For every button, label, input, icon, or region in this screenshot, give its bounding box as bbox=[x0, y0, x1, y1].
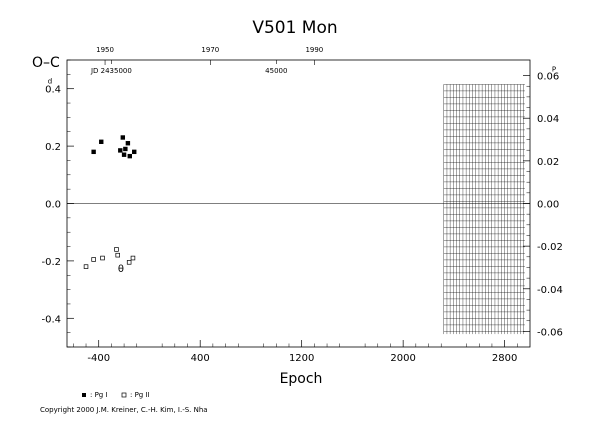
top-year-label: 1990 bbox=[305, 46, 323, 54]
y-left-tick-label: -0.4 bbox=[41, 314, 61, 325]
point-pg2 bbox=[100, 255, 105, 261]
y-right-tick-label: -0.02 bbox=[537, 242, 563, 253]
point-pg2 bbox=[126, 260, 132, 265]
y-left-tick-label: -0.2 bbox=[41, 257, 61, 268]
point-pg1 bbox=[121, 152, 127, 157]
x-axis-label: Epoch bbox=[280, 371, 323, 387]
point-pg1 bbox=[120, 135, 126, 140]
y-unit-superscript: d bbox=[48, 78, 52, 86]
chart-title: V501 Mon bbox=[252, 18, 337, 38]
y-right-unit-superscript: P bbox=[552, 66, 556, 74]
copyright-notice: Copyright 2000 J.M. Kreiner, C.-H. Kim, … bbox=[40, 406, 208, 414]
point-pg2 bbox=[115, 252, 120, 258]
y-right-tick-label: -0.04 bbox=[537, 285, 563, 296]
top-jd-label: JD 2435000 bbox=[90, 67, 132, 75]
point-pg1 bbox=[125, 141, 131, 146]
point-pg2 bbox=[91, 257, 96, 262]
legend-label: : Pg II bbox=[130, 391, 150, 399]
x-tick-label: 400 bbox=[191, 353, 210, 364]
plot-frame bbox=[66, 59, 531, 348]
y-right-tick-label: 0.04 bbox=[537, 114, 559, 125]
x-tick-label: 1200 bbox=[289, 353, 314, 364]
x-tick-label: 2000 bbox=[390, 353, 415, 364]
point-pg1 bbox=[99, 139, 104, 144]
top-jd-label: 45000 bbox=[265, 67, 287, 75]
point-pg1 bbox=[123, 146, 128, 152]
y-left-tick-label: 0.4 bbox=[45, 85, 61, 96]
y-left-tick-label: 0.2 bbox=[45, 142, 61, 153]
point-pg1 bbox=[132, 149, 137, 155]
point-pg1 bbox=[127, 153, 132, 159]
point-pg1 bbox=[91, 149, 96, 155]
shaded-region bbox=[443, 84, 525, 335]
y-left-tick-label: 0.0 bbox=[45, 200, 61, 211]
axis-ticks: -400 400 1200 2000 2800 1950 1970 1990 JD 243500… bbox=[41, 46, 562, 364]
legend-marker-open bbox=[121, 392, 127, 398]
top-year-label: 1950 bbox=[96, 46, 114, 54]
data-points: θ bbox=[83, 135, 137, 275]
point-pg2 bbox=[114, 247, 119, 252]
legend-label: : Pg I bbox=[90, 391, 108, 399]
point-pg2 bbox=[130, 255, 136, 261]
x-tick-label: 2800 bbox=[492, 353, 517, 364]
point-pg2 bbox=[83, 264, 89, 269]
y-right-tick-label: 0.02 bbox=[537, 157, 559, 168]
y-right-tick-label: -0.06 bbox=[537, 327, 563, 338]
x-tick-label: -400 bbox=[87, 353, 110, 364]
y-right-tick-label: 0.00 bbox=[537, 200, 559, 211]
legend: : Pg I : Pg II bbox=[82, 391, 150, 399]
top-year-label: 1970 bbox=[201, 46, 219, 54]
annotation-theta: θ bbox=[118, 264, 124, 275]
legend-marker-filled bbox=[82, 393, 86, 397]
y-right-tick-label: 0.06 bbox=[537, 72, 559, 83]
y-axis-label: O–C bbox=[32, 55, 60, 71]
point-pg1 bbox=[118, 148, 123, 153]
